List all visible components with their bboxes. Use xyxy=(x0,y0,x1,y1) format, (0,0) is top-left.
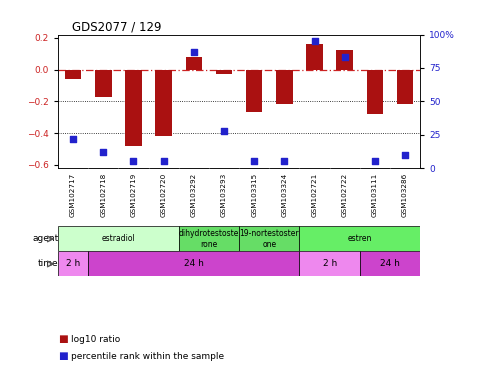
Text: GSM103292: GSM103292 xyxy=(191,173,197,217)
Text: GSM103111: GSM103111 xyxy=(372,173,378,217)
Text: ■: ■ xyxy=(58,334,68,344)
Point xyxy=(341,54,349,60)
Bar xyxy=(367,70,383,114)
Bar xyxy=(299,227,420,252)
Text: percentile rank within the sample: percentile rank within the sample xyxy=(71,352,225,361)
Point xyxy=(401,152,409,158)
Text: GSM102721: GSM102721 xyxy=(312,173,317,217)
Text: GSM102718: GSM102718 xyxy=(100,173,106,217)
Text: dihydrotestoste
rone: dihydrotestoste rone xyxy=(179,229,239,249)
Point xyxy=(99,149,107,155)
Point xyxy=(250,158,258,164)
Text: 19-nortestoster
one: 19-nortestoster one xyxy=(240,229,299,249)
Point xyxy=(129,158,137,164)
Point xyxy=(281,158,288,164)
Text: GSM103293: GSM103293 xyxy=(221,173,227,217)
Bar xyxy=(337,50,353,70)
Point xyxy=(190,49,198,55)
Point xyxy=(160,158,168,164)
Text: log10 ratio: log10 ratio xyxy=(71,335,121,344)
Text: estren: estren xyxy=(348,235,372,243)
Text: agent: agent xyxy=(32,235,58,243)
Bar xyxy=(179,227,239,252)
Text: estradiol: estradiol xyxy=(101,235,135,243)
Bar xyxy=(156,70,172,136)
Bar xyxy=(246,70,262,113)
Text: GSM103286: GSM103286 xyxy=(402,173,408,217)
Text: GSM102720: GSM102720 xyxy=(161,173,167,217)
Point xyxy=(220,127,228,134)
Point xyxy=(69,136,77,142)
Bar xyxy=(88,252,299,276)
Text: 2 h: 2 h xyxy=(66,260,80,268)
Text: GSM102717: GSM102717 xyxy=(70,173,76,217)
Text: GSM102722: GSM102722 xyxy=(342,173,348,217)
Bar xyxy=(216,70,232,74)
Text: GDS2077 / 129: GDS2077 / 129 xyxy=(72,20,162,33)
Text: GSM103315: GSM103315 xyxy=(251,173,257,217)
Point xyxy=(311,38,318,44)
Bar xyxy=(360,252,420,276)
Bar xyxy=(185,57,202,70)
Bar xyxy=(306,44,323,70)
Text: GSM103324: GSM103324 xyxy=(282,173,287,217)
Bar xyxy=(65,70,81,79)
Bar xyxy=(276,70,293,104)
Text: time: time xyxy=(38,260,58,268)
Bar xyxy=(397,70,413,104)
Text: 2 h: 2 h xyxy=(323,260,337,268)
Text: ■: ■ xyxy=(58,351,68,361)
Bar xyxy=(239,227,299,252)
Bar xyxy=(58,252,88,276)
Text: GSM102719: GSM102719 xyxy=(130,173,136,217)
Bar xyxy=(95,70,112,96)
Bar xyxy=(299,252,360,276)
Text: 24 h: 24 h xyxy=(380,260,400,268)
Bar xyxy=(58,227,179,252)
Text: 24 h: 24 h xyxy=(184,260,204,268)
Point xyxy=(371,158,379,164)
Bar xyxy=(125,70,142,146)
